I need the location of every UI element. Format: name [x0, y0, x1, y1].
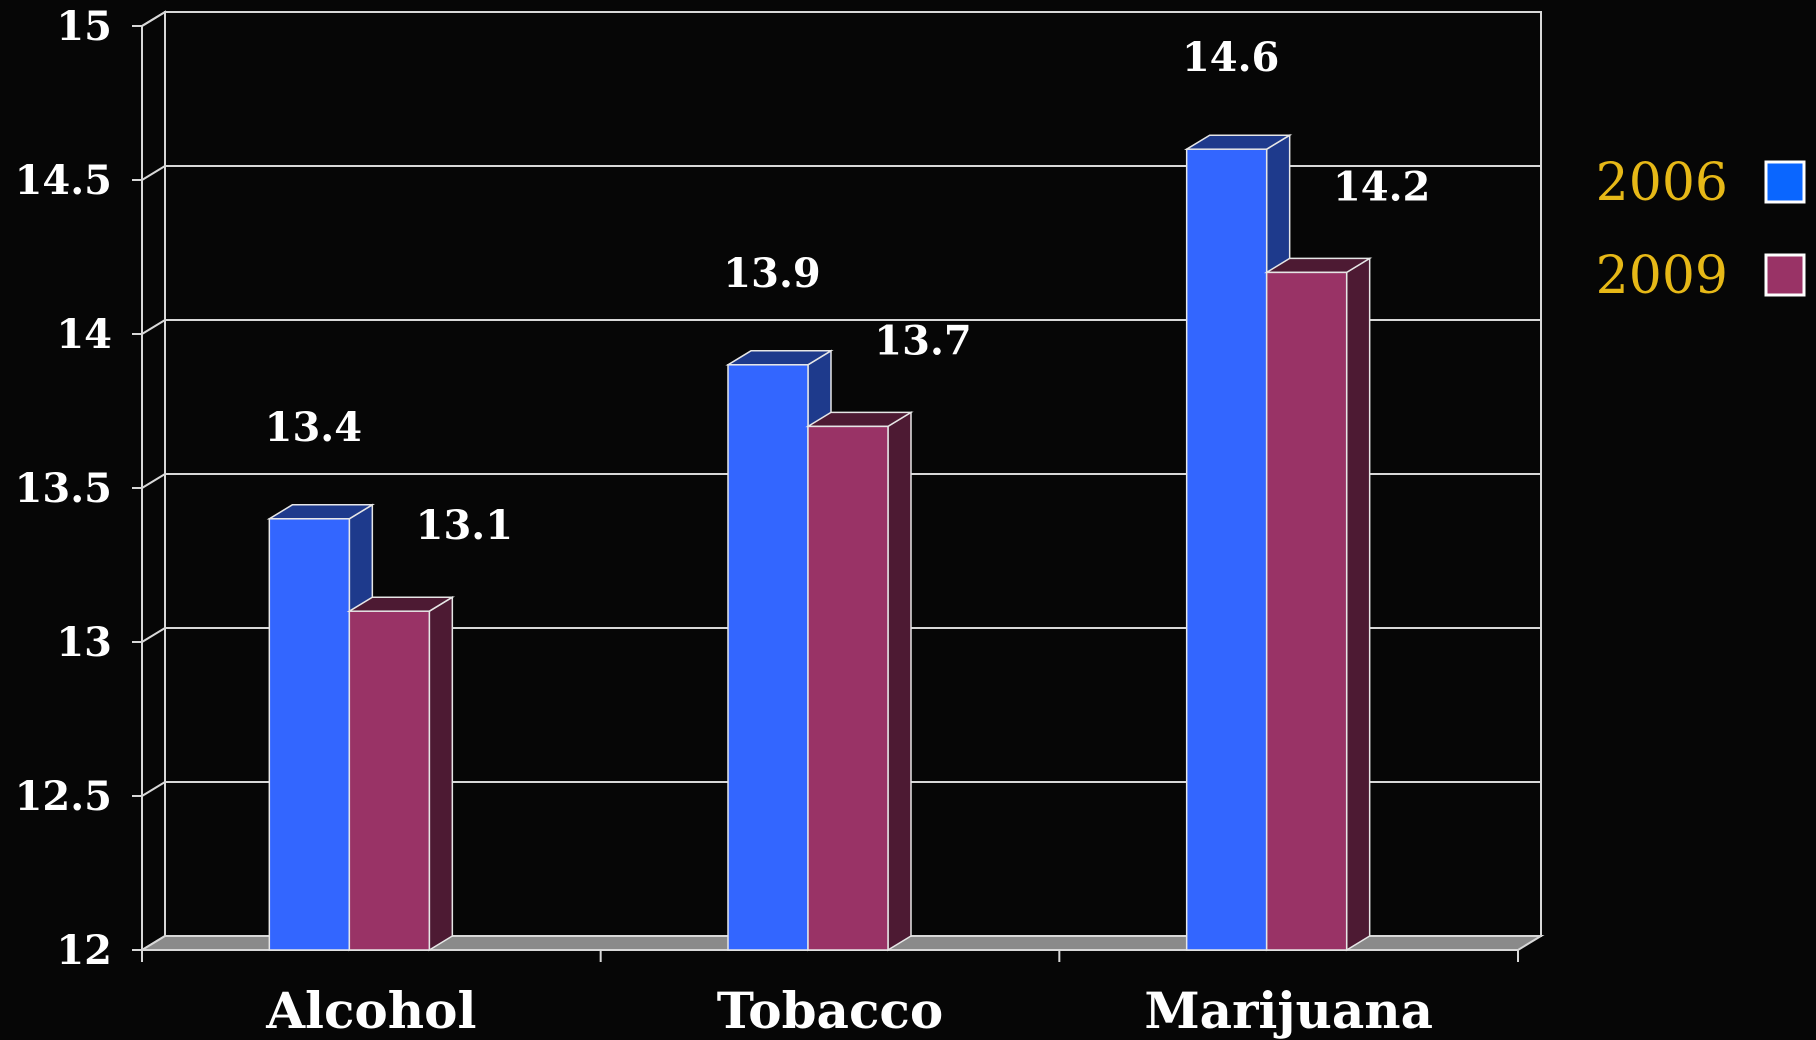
- gridline: [141, 165, 1541, 181]
- gridline: [141, 781, 1541, 797]
- x-category-label: Alcohol: [265, 981, 476, 1040]
- legend-swatch: [1764, 253, 1806, 297]
- legend-label: 2006: [1596, 153, 1728, 213]
- legend: 2006 2009: [1596, 153, 1806, 306]
- data-label: 14.6: [1182, 34, 1279, 81]
- gridline: [141, 11, 1541, 27]
- bar-front: [348, 610, 431, 951]
- labels: 13.4 13.1 13.9 13.7 14.6 14.2: [265, 34, 1431, 549]
- data-label: 14.2: [1333, 163, 1430, 210]
- bar-side: [887, 411, 912, 952]
- bar: [805, 411, 914, 952]
- bar-front: [268, 518, 351, 951]
- gridline: [141, 319, 1541, 335]
- y-tick-label: 12: [56, 927, 112, 974]
- data-label: 13.7: [874, 317, 971, 364]
- gridline: [141, 473, 1541, 489]
- bar-front: [1265, 271, 1348, 951]
- bars: [266, 133, 1373, 952]
- y-tick-label: 14: [56, 311, 112, 358]
- gridline: [141, 627, 1541, 643]
- x-category-label: Tobacco: [717, 981, 943, 1040]
- bar-side: [428, 595, 454, 952]
- y-tick-label: 12.5: [15, 773, 112, 820]
- bar-front: [727, 364, 809, 951]
- data-label: 13.9: [723, 250, 820, 297]
- x-category-label: Marijuana: [1144, 981, 1433, 1040]
- legend-swatch: [1764, 160, 1806, 204]
- bar-front: [807, 425, 889, 951]
- bar-front: [1185, 148, 1268, 951]
- data-label: 13.4: [265, 404, 362, 451]
- bar: [1263, 257, 1373, 952]
- legend-label: 2009: [1596, 246, 1728, 306]
- y-tick-label: 13: [56, 619, 112, 666]
- y-tick-label: 13.5: [15, 465, 112, 512]
- y-tick-label: 14.5: [15, 157, 112, 204]
- bar-side: [1345, 257, 1371, 952]
- bar: [346, 595, 456, 952]
- data-label: 13.1: [416, 502, 513, 549]
- y-tick-label: 15: [56, 3, 112, 50]
